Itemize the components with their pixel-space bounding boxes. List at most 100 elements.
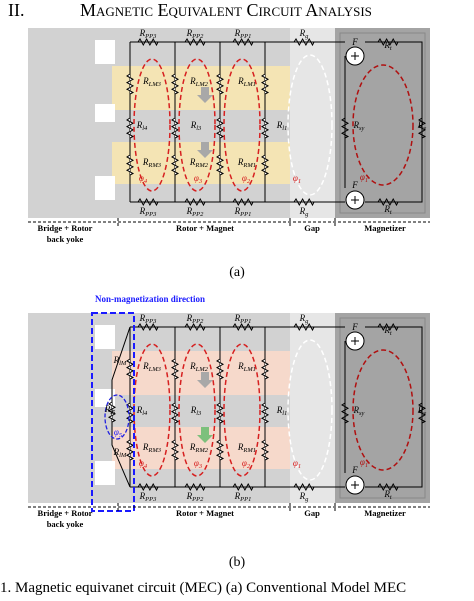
label-subscript: g — [305, 211, 309, 218]
label-symbol: R — [383, 489, 390, 499]
flux-arrow — [197, 372, 213, 388]
flux-loop — [178, 343, 216, 477]
label-symbol: R — [353, 120, 360, 130]
component-label: Rl4 — [136, 120, 148, 132]
figure-caption: 1. Magnetic equivanet circuit (MEC) (a) … — [0, 580, 406, 596]
resistor — [215, 358, 225, 380]
label-symbol: R — [237, 157, 244, 167]
label-symbol: R — [234, 491, 241, 501]
component-label: Rg — [299, 206, 310, 218]
region-label: Bridge + Rotor — [38, 223, 93, 233]
component-label: φ2 — [242, 173, 251, 185]
label-subscript: 1 — [298, 178, 301, 185]
region-label: back yoke — [47, 234, 84, 244]
label-symbol: φ — [242, 173, 247, 183]
component-label: RLM2 — [189, 76, 209, 88]
component-label: Rt — [383, 325, 392, 337]
flux-loop — [133, 343, 171, 477]
flux-loop — [352, 64, 414, 186]
label-symbol: φ — [194, 173, 199, 183]
component-label: RlM — [113, 355, 127, 367]
resistor — [215, 439, 225, 461]
component-label: RLM2 — [189, 361, 209, 373]
component-label: RPP1 — [234, 313, 252, 325]
resistor — [170, 117, 180, 139]
label-subscript: sy — [359, 410, 365, 417]
slot — [95, 40, 115, 64]
flux-arrow — [197, 87, 213, 103]
component-label: RRM3 — [142, 157, 162, 169]
resistor — [125, 439, 135, 461]
label-symbol: R — [299, 313, 306, 323]
resistor — [137, 37, 159, 47]
source-label: F — [351, 180, 358, 190]
label-subscript: RM1 — [242, 447, 256, 454]
figure-tag: (b) — [229, 555, 246, 570]
label-symbol: R — [237, 361, 244, 371]
flux-loop — [352, 349, 414, 471]
label-subscript: PP2 — [191, 318, 204, 325]
annotation-box — [91, 312, 135, 512]
label-subscript: 3 — [198, 463, 203, 470]
label-symbol: R — [383, 40, 390, 50]
label-subscript: l1 — [282, 125, 287, 132]
figure-tag: (a) — [229, 265, 245, 280]
component-label: Rg — [299, 28, 310, 40]
flux-loop — [104, 394, 130, 440]
component-label: RLM3 — [142, 361, 162, 373]
label-subscript: t — [390, 209, 392, 216]
component-label: φ5 — [114, 427, 123, 439]
label-subscript: RM1 — [242, 162, 256, 169]
flux-loop — [223, 343, 261, 477]
component-label: RRM2 — [189, 442, 209, 454]
region-label: Magnetizer — [364, 508, 406, 518]
resistor — [137, 322, 159, 332]
component-label: φ4 — [139, 458, 148, 470]
resistor — [377, 322, 399, 332]
source-sign — [351, 481, 359, 489]
component-label: RPP2 — [186, 206, 204, 218]
label-symbol: R — [276, 405, 283, 415]
label-symbol: φ — [114, 427, 119, 437]
label-subscript: LM2 — [195, 81, 209, 88]
label-subscript: PP2 — [191, 33, 204, 40]
label-subscript: y — [422, 410, 426, 417]
label-subscript: PP2 — [191, 211, 204, 218]
label-subscript: PP3 — [144, 496, 157, 503]
resistor — [184, 322, 206, 332]
label-symbol: φ — [360, 172, 365, 182]
source-sign — [351, 52, 359, 60]
label-subscript: LM3 — [148, 366, 162, 373]
flux-loop — [223, 58, 261, 192]
label-symbol: φ — [139, 173, 144, 183]
label-symbol: R — [142, 157, 149, 167]
component-label: Rt — [383, 489, 392, 501]
label-subscript: LM1 — [243, 81, 256, 88]
label-subscript: lM — [119, 360, 127, 367]
label-symbol: R — [136, 120, 143, 130]
component-label: RLM1 — [237, 361, 256, 373]
component-label: RPP3 — [139, 491, 157, 503]
resistor — [170, 439, 180, 461]
resistor — [260, 439, 270, 461]
resistor — [377, 37, 399, 47]
resistor — [260, 154, 270, 176]
label-subscript: 1 — [365, 177, 368, 184]
label-subscript: PP3 — [144, 318, 157, 325]
label-symbol: R — [237, 76, 244, 86]
slot — [95, 325, 115, 349]
label-subscript: g — [305, 318, 309, 325]
label-symbol: R — [113, 355, 120, 365]
label-subscript: PP3 — [144, 33, 157, 40]
flux-loop — [133, 58, 171, 192]
flux-loop — [287, 54, 333, 196]
label-symbol: R — [417, 120, 424, 130]
component-label: RRM2 — [189, 157, 209, 169]
resistor — [125, 117, 135, 139]
label-symbol: R — [237, 442, 244, 452]
component-label: Rl3 — [190, 405, 202, 417]
flux-loop — [287, 339, 333, 481]
resistor — [170, 154, 180, 176]
label-symbol: R — [142, 76, 149, 86]
resistor — [125, 358, 135, 380]
